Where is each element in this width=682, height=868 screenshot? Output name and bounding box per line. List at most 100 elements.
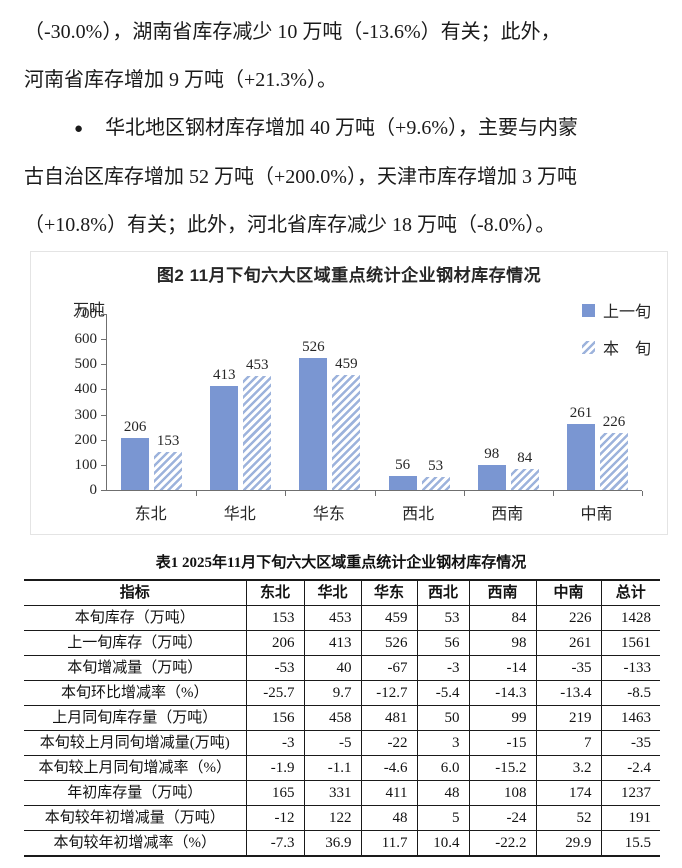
bar-value-label: 459 [335, 355, 358, 372]
table-header-cell: 华东 [360, 579, 418, 606]
y-axis-tick-mark [101, 389, 106, 391]
table-cell: -4.6 [360, 755, 418, 781]
bar-with-label: 56 [388, 456, 417, 490]
bar-with-label: 53 [421, 457, 450, 490]
list-bullet-icon: ● [74, 121, 84, 137]
x-axis-label: 西南 [491, 506, 524, 523]
x-axis-label: 中南 [580, 506, 613, 523]
y-axis-tick-mark [101, 414, 106, 416]
table-cell: 1237 [600, 780, 660, 806]
table-row: 本旬环比增减率（%） -25.7 9.7 -12.7 -5.4 -14.3 -13.4 -8.… [24, 680, 660, 706]
bar-current-period [243, 376, 272, 490]
table-cell: -8.5 [600, 680, 660, 706]
bar-with-label: 98 [477, 446, 506, 490]
legend-swatch-current-icon [581, 340, 595, 354]
table-header-cell: 华北 [303, 579, 362, 606]
chart-legend: 上一旬本 旬 [581, 298, 651, 359]
y-axis-tick-label: 500 [74, 356, 98, 373]
x-axis-labels: 东北 华北 华东 西北 西南 中南 [106, 500, 641, 524]
table-cell: 3.2 [535, 755, 602, 781]
inventory-table: 指标 东北 华北 华东 西北 西南 中南 总计 本旬库存（万吨） 153 453 459 53 84 22… [24, 579, 660, 857]
table-cell: 7 [535, 730, 602, 756]
bar-value-label: 153 [156, 432, 180, 449]
table-cell: 413 [303, 630, 362, 656]
bar-with-label: 261 [566, 405, 595, 490]
table-cell: 6.0 [416, 755, 470, 781]
table-cell: -7.3 [245, 830, 305, 857]
x-axis-label: 华东 [312, 506, 345, 523]
table-cell: 48 [360, 805, 418, 831]
paragraph-north-region: ● 华北地区钢材库存增加 40 万吨（+9.6%），主要与内蒙 古自治区库存增加 5… [0, 104, 682, 249]
table-cell: 459 [360, 605, 418, 631]
table-cell: 48 [416, 780, 470, 806]
table-cell: -22.2 [468, 830, 537, 857]
table-cell: 206 [245, 630, 305, 656]
table-cell: 122 [303, 805, 362, 831]
bar-value-label: 261 [569, 405, 593, 422]
table-title: 表1 2025年11月下旬六大区域重点统计企业钢材库存情况 [155, 555, 527, 571]
y-axis-tick-label: 600 [74, 331, 98, 348]
legend-swatch-previous-icon [581, 303, 595, 317]
bar-value-label: 53 [428, 457, 444, 474]
y-axis-unit-label: 万吨 [73, 302, 106, 319]
table-cell: 174 [535, 780, 602, 806]
y-axis-tick-mark [101, 339, 106, 341]
table-cell: -14.3 [468, 680, 537, 706]
table-cell: 99 [468, 705, 537, 731]
bar-value-label: 56 [395, 456, 411, 473]
table-cell: -13.4 [535, 680, 602, 706]
table-cell: -3 [245, 730, 305, 756]
y-axis-tick-label: 300 [74, 406, 98, 423]
table-row-label: 本旬增减量（万吨） [24, 655, 247, 681]
table-cell: -1.1 [303, 755, 362, 781]
y-axis-tick-label: 400 [74, 381, 98, 398]
legend-label: 上一旬 [602, 304, 651, 321]
table-cell: 108 [468, 780, 537, 806]
table-row-label: 本旬库存（万吨） [24, 605, 247, 631]
table-cell: 153 [245, 605, 305, 631]
table-cell: -2.4 [600, 755, 660, 781]
bar-previous-period [210, 386, 239, 490]
table-cell: 40 [303, 655, 362, 681]
table-cell: 98 [468, 630, 537, 656]
bar-current-period [421, 476, 450, 490]
y-axis-tick-label: 200 [74, 431, 98, 448]
table-row: 本旬较上月同旬增减率（%） -1.9 -1.1 -4.6 6.0 -15.2 3.2 -2.4 [24, 755, 660, 781]
table-cell: 1561 [600, 630, 660, 656]
y-axis-tick-mark [101, 314, 106, 315]
table-cell: 56 [416, 630, 470, 656]
table-cell: -5 [303, 730, 362, 756]
table-cell: 5 [416, 805, 470, 831]
table-cell: -24 [468, 805, 537, 831]
table-cell: 29.9 [535, 830, 602, 857]
bar-with-label: 459 [332, 355, 361, 490]
table-cell: 9.7 [303, 680, 362, 706]
bar-previous-period [388, 475, 417, 490]
bar-group: 413 453 [196, 314, 287, 496]
table-cell: 50 [416, 705, 470, 731]
table-cell: -25.7 [245, 680, 305, 706]
x-axis-label: 华北 [223, 506, 256, 523]
table-cell: 11.7 [360, 830, 418, 857]
bar-current-period [332, 374, 361, 490]
bar-value-label: 413 [213, 367, 236, 384]
x-axis-label: 西北 [402, 506, 435, 523]
table-cell: 1463 [600, 705, 660, 731]
table-row: 上月同旬库存量（万吨） 156 458 481 50 99 219 1463 [24, 705, 660, 731]
table-cell: 261 [535, 630, 602, 656]
bar-value-label: 526 [302, 338, 325, 355]
bar-with-label: 84 [510, 450, 539, 490]
table-cell: 331 [303, 780, 362, 806]
table-cell: 3 [416, 730, 470, 756]
table-row-label: 本旬较上月同旬增减率（%） [24, 755, 247, 781]
table-cell: -35 [600, 730, 660, 756]
chart-title: 图2 11月下旬六大区域重点统计企业钢材库存情况 [156, 266, 542, 285]
bar-value-label: 98 [484, 446, 500, 463]
bar-previous-period [121, 438, 150, 490]
table-cell: 226 [535, 605, 602, 631]
table-header-cell: 指标 [24, 579, 247, 606]
table-cell: -67 [360, 655, 418, 681]
y-axis-tick-mark [101, 364, 106, 366]
paragraph-line: 河南省库存增加 9 万吨（+21.3%）。 [24, 69, 337, 91]
y-axis-tick-mark [101, 464, 106, 466]
